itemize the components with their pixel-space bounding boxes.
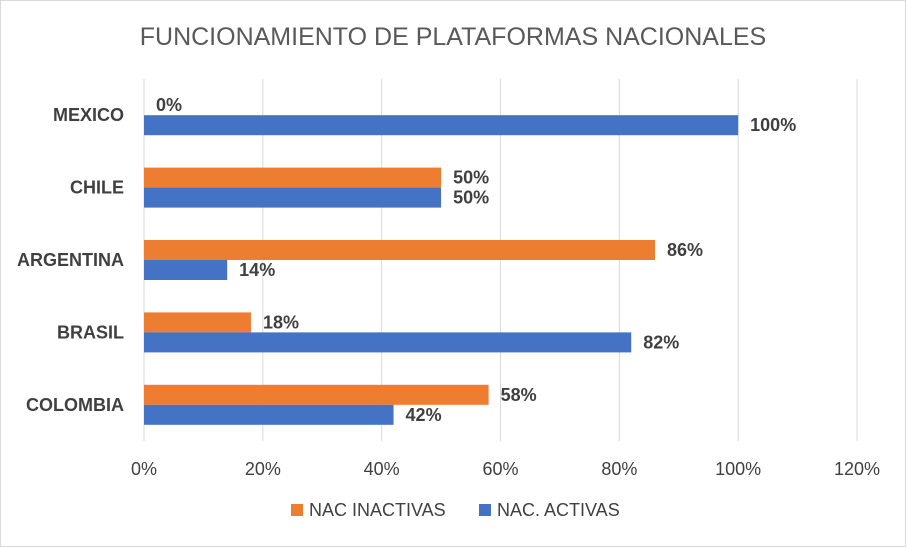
category-label: MEXICO xyxy=(53,105,124,125)
data-label: 50% xyxy=(453,168,489,188)
x-tick-label: 0% xyxy=(131,459,157,479)
bar-activas xyxy=(144,332,632,353)
data-label: 14% xyxy=(239,260,275,280)
data-label: 100% xyxy=(750,115,796,135)
data-label: 18% xyxy=(263,312,299,332)
legend-label: NAC INACTIVAS xyxy=(309,500,446,520)
legend-label: NAC. ACTIVAS xyxy=(497,500,620,520)
bar-inactivas xyxy=(144,384,489,405)
bar-inactivas xyxy=(144,312,251,333)
bar-inactivas xyxy=(144,240,655,260)
x-tick-label: 100% xyxy=(715,459,761,479)
category-axis: MEXICO CHILE ARGENTINA BRASIL COLOMBIA xyxy=(17,105,124,415)
legend: NAC INACTIVAS NAC. ACTIVAS xyxy=(291,500,620,520)
category-label: ARGENTINA xyxy=(17,250,124,270)
x-tick-label: 80% xyxy=(601,459,637,479)
category-label: BRASIL xyxy=(57,322,124,342)
bars xyxy=(144,115,739,425)
data-label: 0% xyxy=(156,95,182,115)
x-tick-label: 120% xyxy=(834,459,880,479)
x-tick-label: 20% xyxy=(245,459,281,479)
category-label: CHILE xyxy=(70,178,124,198)
bar-activas xyxy=(144,404,394,425)
legend-swatch xyxy=(479,504,491,516)
legend-swatch xyxy=(291,504,303,516)
chart-title: FUNCIONAMIENTO DE PLATAFORMAS NACIONALES xyxy=(140,23,766,51)
bar-activas xyxy=(144,187,442,208)
bar-inactivas xyxy=(144,167,442,188)
data-label: 42% xyxy=(406,405,442,425)
data-label: 86% xyxy=(667,240,703,260)
data-labels: 0% 100% 50%50% 86% 14% 18% 82% 58% 42% xyxy=(156,95,796,425)
data-label: 50% xyxy=(453,188,489,208)
category-label: COLOMBIA xyxy=(26,395,124,415)
bar-activas xyxy=(144,260,228,280)
value-axis: 0% 20% 40% 60% 80% 100% 120% xyxy=(131,459,880,479)
bar-activas xyxy=(144,115,739,136)
data-label: 58% xyxy=(501,385,537,405)
x-tick-label: 40% xyxy=(364,459,400,479)
data-label: 82% xyxy=(643,332,679,352)
x-tick-label: 60% xyxy=(482,459,518,479)
